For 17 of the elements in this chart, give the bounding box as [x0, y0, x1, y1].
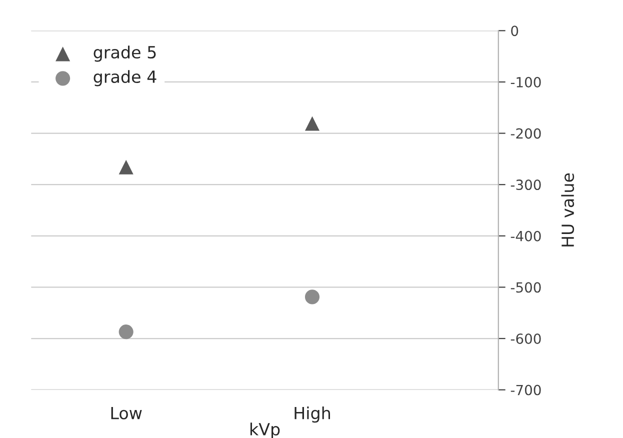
y-tick-label: -200 [510, 128, 541, 139]
y-tick-label: -400 [510, 230, 541, 242]
y-tick-label: 0 [511, 26, 518, 36]
x-tick-label: High [294, 406, 330, 423]
legend-label: grade 5 [94, 46, 156, 62]
legend-label: grade 4 [94, 70, 156, 86]
y-tick-label: -300 [510, 180, 541, 190]
point [118, 324, 134, 340]
y-tick-label: -100 [510, 76, 541, 88]
x-tick-label: Low [111, 407, 142, 420]
point [118, 160, 134, 174]
y-tick-label: -500 [510, 282, 541, 293]
y-axis-title: HU value [561, 173, 574, 246]
point [304, 116, 320, 131]
y-tick-label: -700 [510, 384, 541, 396]
point [304, 290, 320, 304]
y-tick-label: -600 [510, 333, 541, 344]
